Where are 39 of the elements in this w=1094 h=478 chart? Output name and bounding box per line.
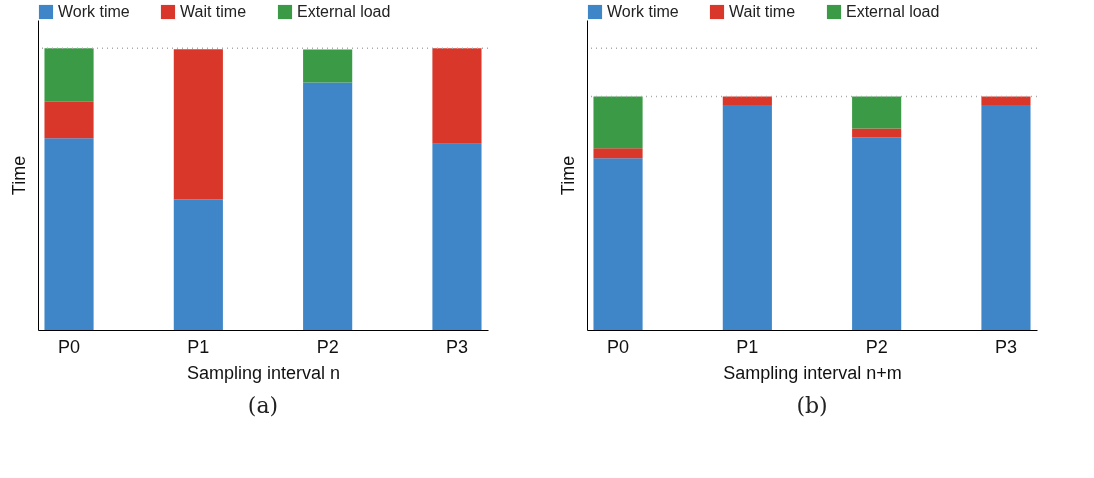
text: (b) bbox=[796, 393, 828, 418]
bar bbox=[44, 138, 94, 330]
legend-label: Wait time bbox=[180, 3, 247, 20]
bar bbox=[722, 104, 772, 330]
x-tick-label: P1 bbox=[187, 336, 210, 357]
bar bbox=[173, 199, 223, 330]
bar bbox=[593, 148, 643, 159]
bar bbox=[852, 137, 902, 330]
bar bbox=[44, 48, 94, 102]
bar bbox=[593, 96, 643, 149]
bar bbox=[303, 82, 353, 330]
y-axis-title: Time bbox=[557, 155, 578, 196]
legend-label: Wait time bbox=[729, 3, 796, 20]
x-tick-label: P2 bbox=[316, 336, 339, 357]
x-tick-label: P0 bbox=[607, 336, 630, 357]
bar bbox=[432, 48, 482, 144]
bar bbox=[722, 96, 772, 105]
x-tick-label: P2 bbox=[865, 336, 888, 357]
x-tick-label: P3 bbox=[445, 336, 468, 357]
y-axis-title: Time bbox=[8, 155, 29, 196]
bar bbox=[981, 96, 1031, 105]
legend-label: External load bbox=[846, 3, 940, 20]
bar bbox=[852, 96, 902, 129]
bar bbox=[432, 143, 482, 330]
bar bbox=[593, 158, 643, 330]
text: (a) bbox=[247, 393, 279, 418]
legend-label: Work time bbox=[607, 3, 679, 20]
bar bbox=[173, 49, 223, 200]
x-axis-title: Sampling interval n+m bbox=[723, 362, 902, 383]
bar bbox=[981, 104, 1031, 330]
bar bbox=[852, 128, 902, 138]
x-tick-label: P0 bbox=[58, 336, 81, 357]
bar bbox=[303, 49, 353, 83]
legend-label: Work time bbox=[58, 3, 130, 20]
legend-label: External load bbox=[297, 3, 391, 20]
x-tick-label: P1 bbox=[736, 336, 759, 357]
bar bbox=[44, 101, 94, 139]
x-tick-label: P3 bbox=[994, 336, 1017, 357]
x-axis-title: Sampling interval n bbox=[186, 362, 341, 383]
